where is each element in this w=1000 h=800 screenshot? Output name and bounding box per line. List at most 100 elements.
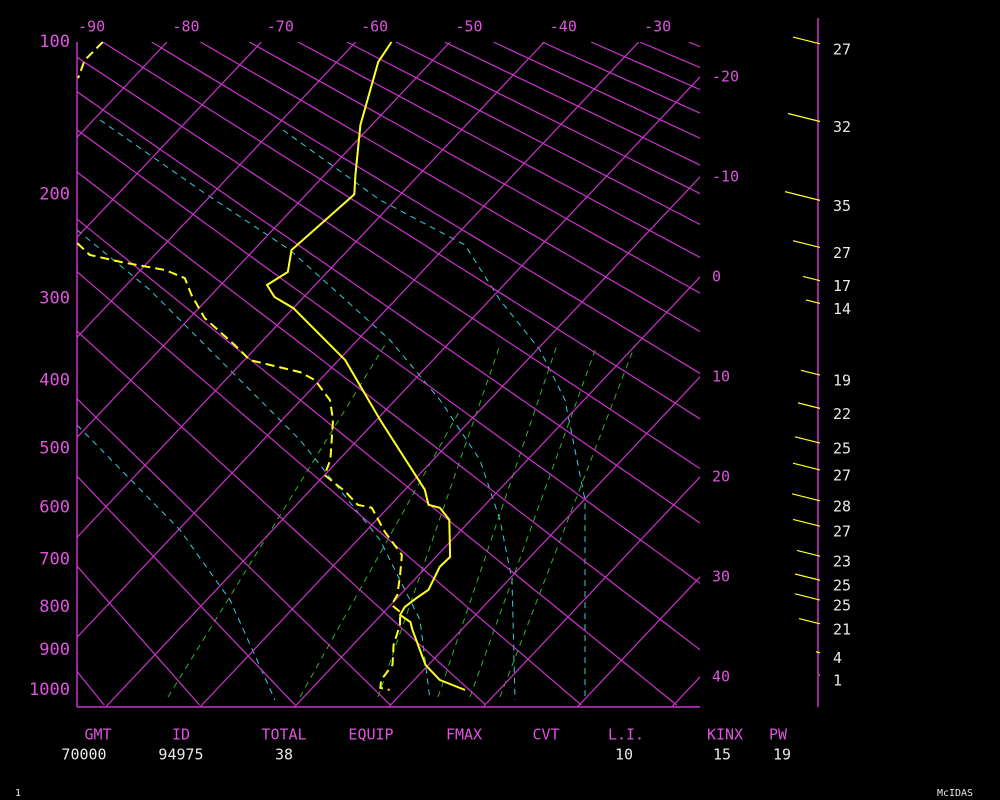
footer-left: 1 [15, 788, 21, 799]
isotherm [77, 42, 545, 539]
dry-adiabat [77, 129, 700, 584]
isotherm [77, 42, 262, 239]
temperature-line [265, 41, 466, 691]
dry-adiabat [297, 42, 700, 259]
wind-speed-label: 22 [833, 405, 851, 423]
temperature-label: 20 [712, 468, 730, 486]
wind-speed-label: 4 [833, 649, 842, 667]
dewpoint-line [76, 242, 403, 691]
table-label: PW [769, 726, 788, 744]
temperature-label: -80 [172, 18, 199, 36]
moist-adiabat [282, 129, 586, 700]
moist-adiabat [99, 119, 516, 701]
mixing-ratio-line [167, 344, 386, 698]
wind-speed-label: 17 [833, 277, 851, 295]
dry-adiabat [77, 397, 391, 706]
wind-speed-label: 25 [833, 440, 851, 458]
table-label: ID [172, 726, 190, 744]
table-value: 19 [773, 746, 791, 764]
table-value: 94975 [158, 746, 203, 764]
temperature-label: 10 [712, 368, 730, 386]
wind-speed-label: 19 [833, 372, 851, 390]
temperature-label: -20 [712, 68, 739, 86]
temperature-label: 30 [712, 568, 730, 586]
isotherm [77, 42, 640, 639]
dry-adiabat [151, 42, 700, 375]
wind-speed-label: 28 [833, 497, 851, 515]
pressure-label: 900 [39, 640, 70, 660]
table-label: L.I. [608, 726, 644, 744]
mixing-ratio-line [437, 344, 558, 698]
table-label: FMAX [446, 726, 482, 744]
wind-speed-label: 23 [833, 553, 851, 571]
temperature-label: -90 [78, 18, 105, 36]
wind-speed-label: 21 [833, 620, 851, 638]
wind-barb [792, 240, 821, 248]
dry-adiabat [77, 91, 700, 524]
wind-barb [787, 112, 821, 123]
wind-speed-label: 35 [833, 197, 851, 215]
pressure-label: 800 [39, 597, 70, 617]
table-label: CVT [532, 726, 559, 744]
dewpoint-line [77, 41, 104, 79]
table-value: 70000 [61, 746, 106, 764]
footer-right: McIDAS [937, 788, 973, 799]
temperature-label: -70 [267, 18, 294, 36]
pressure-label: 200 [39, 184, 70, 204]
table-value: 10 [615, 746, 633, 764]
temperature-label: -30 [644, 18, 671, 36]
wind-speed-label: 25 [833, 577, 851, 595]
frame [76, 18, 819, 708]
pressure-label: 700 [39, 550, 70, 570]
table-label: TOTAL [261, 726, 306, 744]
wind-speed-label: 25 [833, 597, 851, 615]
temperature-label: 40 [712, 668, 730, 686]
isotherm [293, 276, 700, 707]
wind-barb [815, 651, 821, 654]
wind-barb [794, 593, 821, 601]
wind-barb [798, 618, 821, 625]
dry-adiabat [77, 270, 582, 706]
wind-barb [802, 275, 821, 282]
temperature-label: -50 [455, 18, 482, 36]
isotherm [576, 576, 700, 707]
wind-barb [792, 518, 821, 527]
pressure-label: 500 [39, 438, 70, 458]
isotherm [77, 42, 451, 439]
temperature-label: -40 [550, 18, 577, 36]
wind-barb [805, 299, 821, 304]
temperature-label: -60 [361, 18, 388, 36]
mixing-ratio-lines [167, 344, 636, 698]
temperature-label: -10 [712, 168, 739, 186]
moist-adiabat [77, 424, 276, 701]
wind-barb [796, 549, 821, 557]
diagram-background [77, 42, 700, 707]
mixing-ratio-line [499, 344, 636, 698]
mixing-ratio-line [469, 344, 598, 698]
isotherm [105, 76, 700, 707]
table-label: GMT [84, 726, 111, 744]
temperature-label: 0 [712, 268, 721, 286]
wind-barb [792, 36, 821, 45]
pressure-label: 400 [39, 370, 70, 390]
dry-adiabat [200, 42, 700, 333]
wind-barb [800, 369, 821, 376]
wind-speed-label: 1 [833, 672, 842, 690]
dry-adiabat [248, 42, 700, 294]
dry-adiabat [77, 565, 201, 706]
moist-adiabats [77, 119, 586, 701]
wind-speed-label: 27 [833, 244, 851, 262]
isotherm [482, 476, 700, 707]
wind-barb [791, 493, 821, 502]
table-value: 38 [275, 746, 293, 764]
wind-speed-label: 27 [833, 466, 851, 484]
pressure-label: 100 [39, 32, 70, 52]
table-label: EQUIP [348, 726, 393, 744]
isotherm [388, 376, 700, 707]
wind-barb [794, 573, 821, 581]
mixing-ratio-line [377, 344, 501, 698]
wind-speed-label: 27 [833, 523, 851, 541]
dry-adiabat [77, 218, 678, 706]
